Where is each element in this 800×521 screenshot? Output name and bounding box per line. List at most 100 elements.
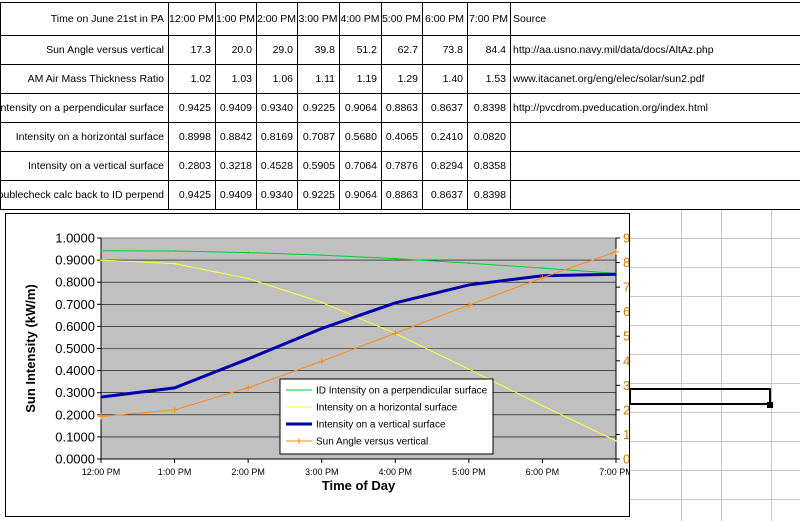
header-time-cell[interactable]: 4:00 PM — [340, 12, 380, 25]
series-line — [100, 251, 617, 418]
row-label[interactable]: Intensity on a vertical surface — [28, 159, 164, 172]
table-row-border — [0, 180, 800, 181]
value-cell[interactable]: 51.2 — [356, 43, 377, 56]
sheet-gridline — [681, 209, 682, 521]
value-cell[interactable]: 0.8863 — [385, 101, 418, 114]
x-tick-label: 5:00 PM — [452, 467, 486, 477]
value-cell[interactable]: 0.9064 — [344, 188, 377, 201]
chart-svg: 0.0000 0.1000 0.2000 0.3000 0.4000 0.5000 0.60… — [23, 231, 629, 494]
header-time-cell[interactable]: 5:00 PM — [381, 12, 422, 25]
fill-handle[interactable] — [767, 402, 773, 408]
row-label[interactable]: AM Air Mass Thickness Ratio — [27, 72, 164, 85]
value-cell[interactable]: 0.8842 — [219, 130, 252, 143]
y2-tick-label: 30.0 — [623, 378, 629, 393]
value-cell[interactable]: 1.40 — [442, 72, 463, 85]
source-cell[interactable]: http://aa.usno.navy.mil/data/docs/AltAz.… — [513, 43, 714, 56]
value-cell[interactable]: 39.8 — [314, 43, 335, 56]
y2-tick-label: 90.0 — [623, 231, 629, 246]
y-tick-label: 0.1000 — [55, 429, 95, 444]
value-cell[interactable]: 0.8169 — [260, 130, 293, 143]
data-point — [468, 368, 470, 370]
value-cell[interactable]: 0.9225 — [302, 101, 335, 114]
value-cell[interactable]: 0.7064 — [344, 159, 377, 172]
value-cell[interactable]: 0.8398 — [473, 101, 506, 114]
value-cell[interactable]: 1.19 — [356, 72, 377, 85]
value-cell[interactable]: 20.0 — [231, 43, 252, 56]
data-point — [247, 277, 249, 280]
value-cell[interactable]: 73.8 — [442, 43, 463, 56]
header-time-cell[interactable]: 7:00 PM — [468, 12, 509, 25]
value-cell[interactable]: 0.4528 — [260, 159, 293, 172]
sheet-gridline — [630, 354, 800, 355]
value-cell[interactable]: 0.9409 — [219, 188, 252, 201]
table-row-border — [0, 209, 800, 210]
value-cell[interactable]: 0.0820 — [473, 130, 506, 143]
value-cell[interactable]: 0.9340 — [260, 101, 293, 114]
value-cell[interactable]: 0.9064 — [344, 101, 377, 114]
value-cell[interactable]: 0.8398 — [473, 188, 506, 201]
y2-tick-label: 80.0 — [623, 255, 629, 270]
value-cell[interactable]: 0.8998 — [178, 130, 211, 143]
header-time-label[interactable]: Time on June 21st in PA — [50, 12, 164, 25]
value-cell[interactable]: 0.2803 — [178, 159, 211, 172]
data-point — [247, 251, 249, 254]
value-cell[interactable]: 84.4 — [485, 43, 506, 56]
x-tick-label: 12:00 PM — [82, 467, 121, 477]
source-cell[interactable] — [510, 122, 800, 151]
table-col-border — [215, 2, 216, 209]
value-cell[interactable]: 0.9340 — [260, 188, 293, 201]
value-cell[interactable]: 0.9425 — [178, 101, 211, 114]
value-cell[interactable]: 1.03 — [231, 72, 252, 85]
value-cell[interactable]: 17.3 — [190, 43, 211, 56]
sheet-gridline — [721, 209, 722, 521]
value-cell[interactable]: 0.8294 — [430, 159, 463, 172]
data-point — [394, 257, 397, 260]
value-cell[interactable]: 0.5680 — [344, 130, 377, 143]
value-cell[interactable]: 0.5905 — [302, 159, 335, 172]
value-cell[interactable]: 0.9425 — [178, 188, 211, 201]
selected-cell[interactable] — [629, 388, 771, 405]
row-label[interactable]: Intensity on a horizontal surface — [15, 130, 164, 143]
header-time-cell[interactable]: 2:00 PM — [256, 12, 297, 25]
row-label[interactable]: Sun Angle versus vertical — [46, 43, 164, 56]
source-cell[interactable]: www.itacanet.org/eng/elec/solar/sun2.pdf — [513, 72, 705, 85]
data-point — [615, 440, 617, 442]
value-cell[interactable]: 0.7087 — [302, 130, 335, 143]
data-point — [100, 396, 102, 398]
value-cell[interactable]: 0.8358 — [473, 159, 506, 172]
value-cell[interactable]: 1.02 — [190, 72, 211, 85]
y-tick-label: 0.4000 — [55, 363, 95, 378]
data-point — [100, 249, 102, 252]
header-source[interactable]: Source — [513, 12, 547, 25]
header-time-cell[interactable]: 6:00 PM — [424, 12, 465, 25]
row-label[interactable]: ID Intensity on a perpendicular surface — [0, 101, 164, 114]
x-tick-label: 4:00 PM — [379, 467, 413, 477]
value-cell[interactable]: 0.2410 — [430, 130, 463, 143]
header-time-cell[interactable]: 12:00 PM — [169, 12, 214, 25]
value-cell[interactable]: 1.11 — [315, 72, 335, 85]
source-cell[interactable] — [510, 151, 800, 180]
data-point — [541, 404, 544, 407]
value-cell[interactable]: 0.8637 — [430, 188, 463, 201]
value-cell[interactable]: 0.4065 — [385, 130, 418, 143]
series-line — [100, 272, 617, 399]
value-cell[interactable]: 0.9225 — [302, 188, 335, 201]
value-cell[interactable]: 1.29 — [397, 72, 418, 85]
source-cell[interactable]: http://pvcdrom.pveducation.org/index.htm… — [513, 101, 708, 114]
value-cell[interactable]: 0.7876 — [385, 159, 418, 172]
header-time-cell[interactable]: 1:00 PM — [215, 12, 256, 25]
row-label[interactable]: Doublecheck calc back to ID perpend — [0, 188, 164, 201]
value-cell[interactable]: 0.8863 — [385, 188, 418, 201]
y-tick-label: 0.3000 — [55, 385, 95, 400]
value-cell[interactable]: 1.06 — [272, 72, 293, 85]
header-time-cell[interactable]: 3:00 PM — [298, 12, 338, 25]
value-cell[interactable]: 0.8637 — [430, 101, 463, 114]
chart[interactable]: 0.0000 0.1000 0.2000 0.3000 0.4000 0.5000 0.60… — [5, 213, 630, 517]
value-cell[interactable]: 0.9409 — [219, 101, 252, 114]
value-cell[interactable]: 1.53 — [485, 72, 506, 85]
source-cell[interactable] — [510, 180, 800, 209]
value-cell[interactable]: 29.0 — [272, 43, 293, 56]
value-cell[interactable]: 0.3218 — [219, 159, 252, 172]
value-cell[interactable]: 62.7 — [397, 43, 418, 56]
